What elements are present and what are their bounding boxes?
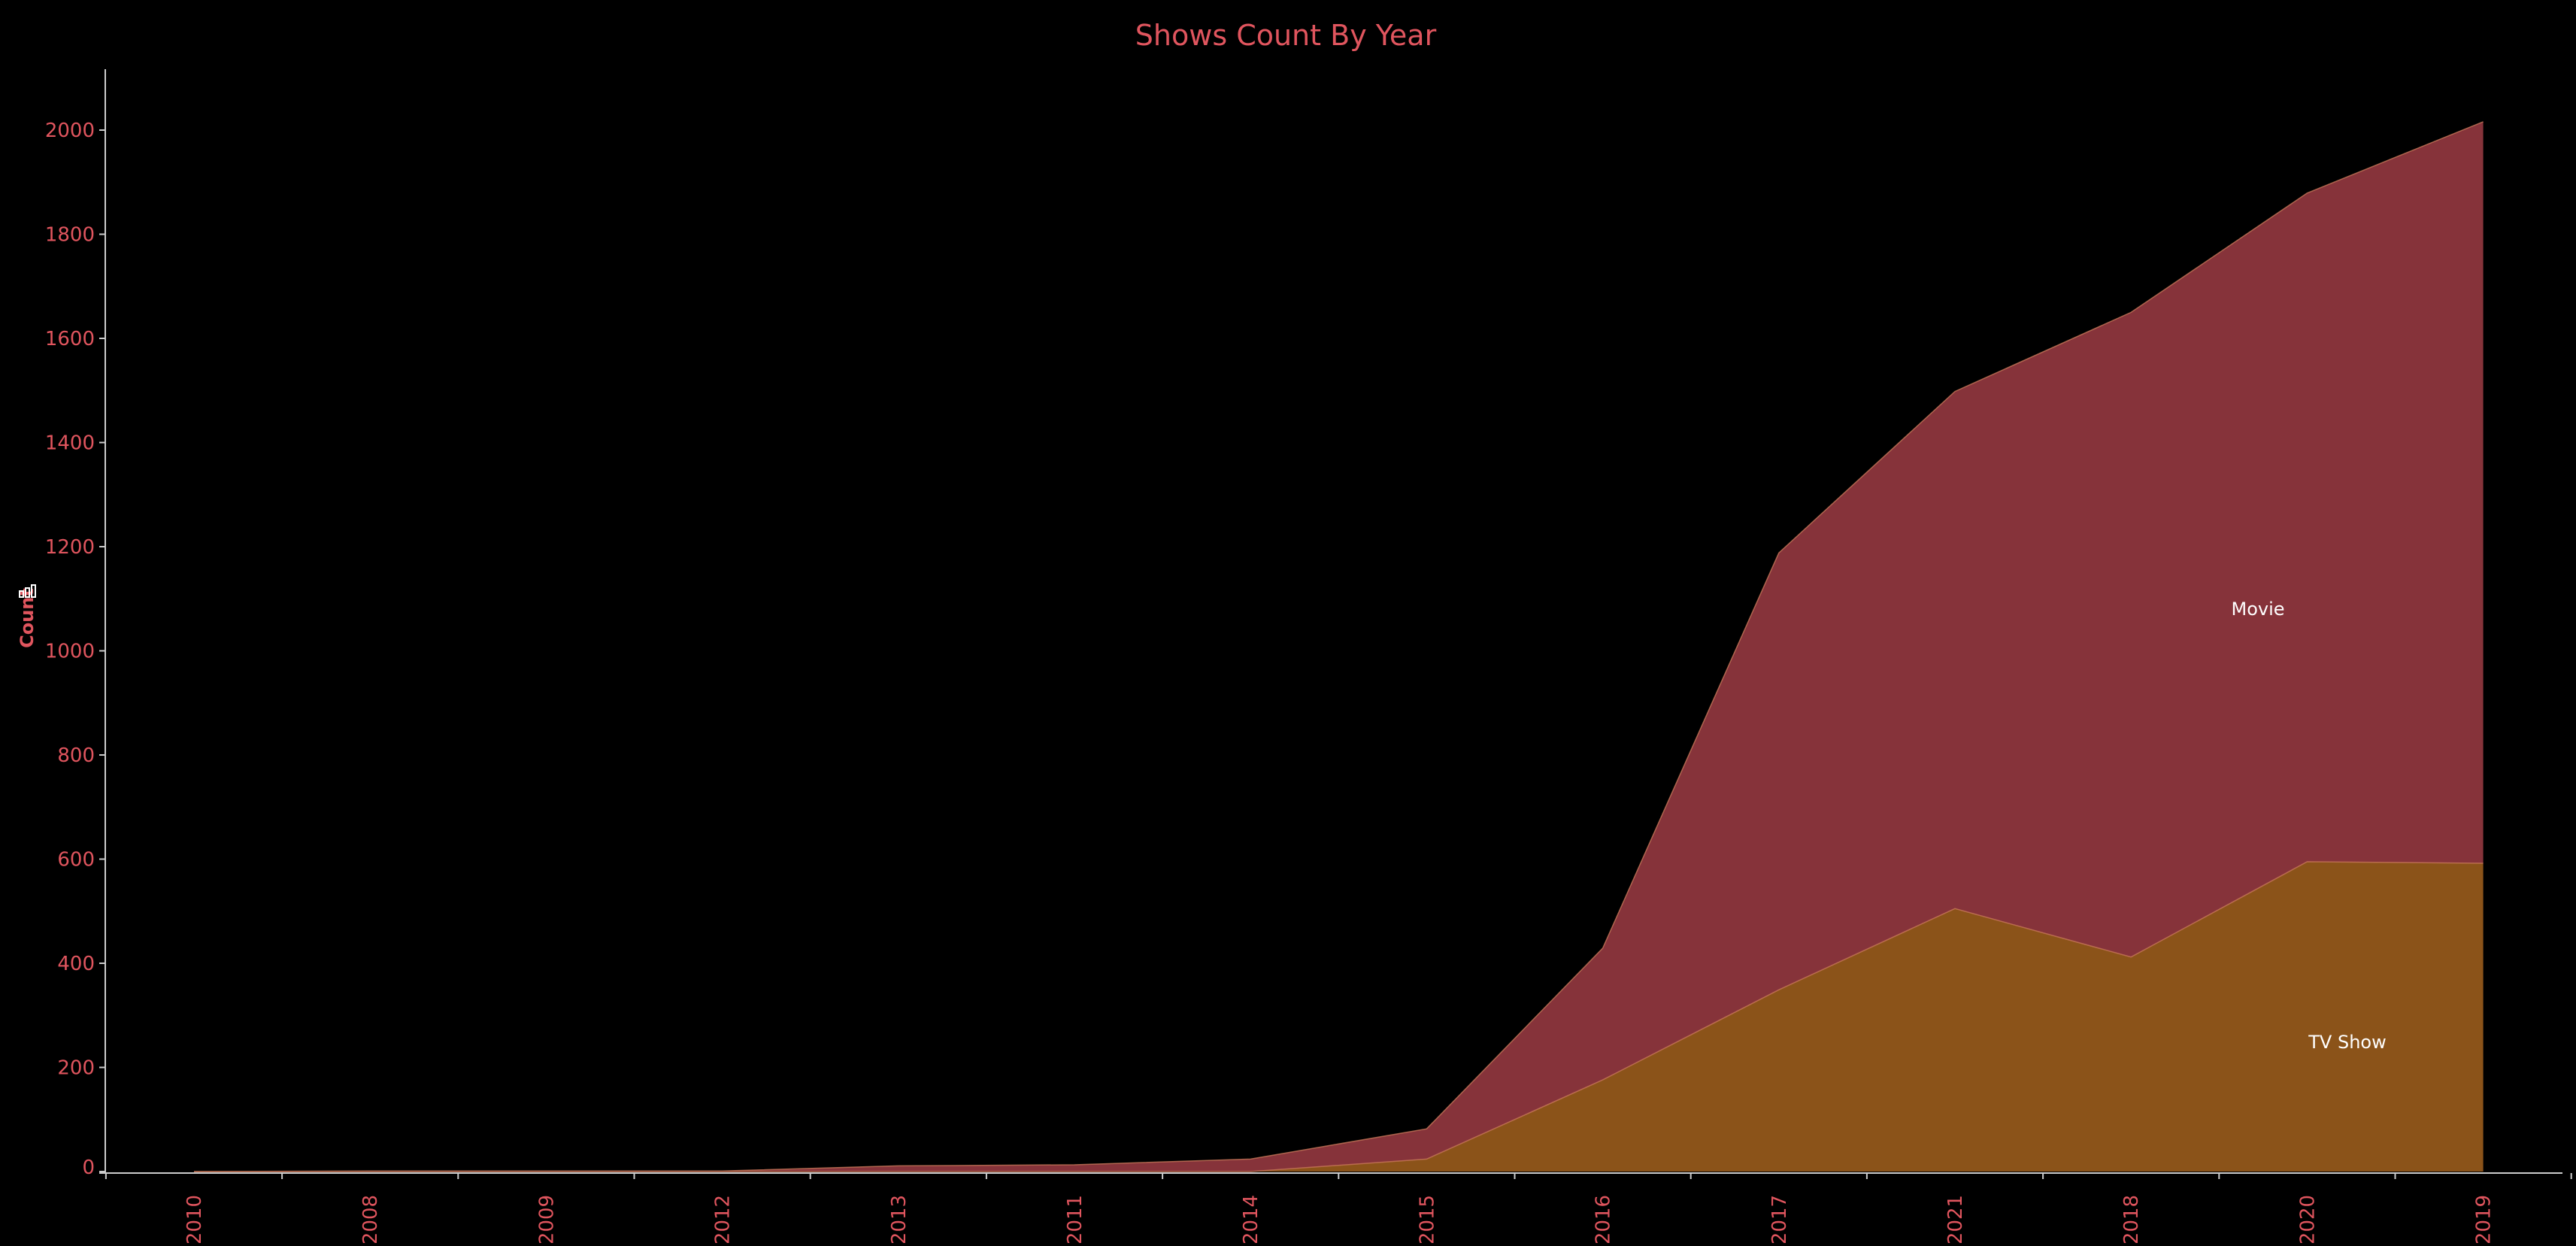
y-tick-label: 1600: [45, 328, 95, 350]
x-tick-label: 2010: [183, 1195, 206, 1243]
y-tick-label: 600: [57, 849, 95, 872]
series-area-movie: [194, 121, 2484, 1172]
x-tick-label: 2017: [1768, 1195, 1791, 1243]
series-label-tv-show: TV Show: [2308, 1032, 2386, 1053]
labels-layer: TV Show Movie: [2231, 599, 2386, 1053]
x-tick-label: 2008: [359, 1195, 382, 1243]
y-tick-label: 1400: [45, 432, 95, 455]
y-tick-label: 0: [82, 1157, 95, 1179]
x-tick-label: 2020: [2296, 1195, 2319, 1243]
y-axis-label-icon: [19, 584, 36, 598]
x-tick-label: 2015: [1416, 1195, 1438, 1243]
y-tick-label: 1200: [45, 536, 95, 559]
x-tick-label: 2021: [1944, 1195, 1967, 1243]
y-tick-label: 1000: [45, 641, 95, 663]
series-area-tv-show: [194, 862, 2484, 1172]
x-tick-label: 2016: [1593, 1195, 1615, 1243]
axes-layer: 0 200 400 600 800 1000 1200 1400 1600 1800 2000 201…: [45, 69, 2572, 1244]
series-label-movie: Movie: [2231, 599, 2284, 620]
y-tick-label: 2000: [45, 120, 95, 142]
x-tick-label: 2011: [1064, 1195, 1086, 1243]
areas-layer: [193, 121, 2484, 1172]
x-tick-label: 2014: [1240, 1195, 1262, 1243]
x-tick-label: 2019: [2473, 1195, 2496, 1243]
y-tick-label: 800: [57, 744, 95, 767]
y-tick-label: 1800: [45, 224, 95, 247]
x-tick-label: 2012: [712, 1195, 735, 1243]
series-line-tv-show: [194, 861, 2484, 1172]
x-tick-label: 2009: [535, 1195, 558, 1243]
y-tick-label: 400: [57, 953, 95, 975]
y-tick-label: 200: [57, 1057, 95, 1080]
x-tick-label: 2013: [888, 1195, 911, 1243]
chart-title: Shows Count By Year: [1135, 19, 1437, 52]
y-axis-label: Count: [17, 588, 38, 648]
x-tick-label: 2018: [2120, 1195, 2143, 1243]
